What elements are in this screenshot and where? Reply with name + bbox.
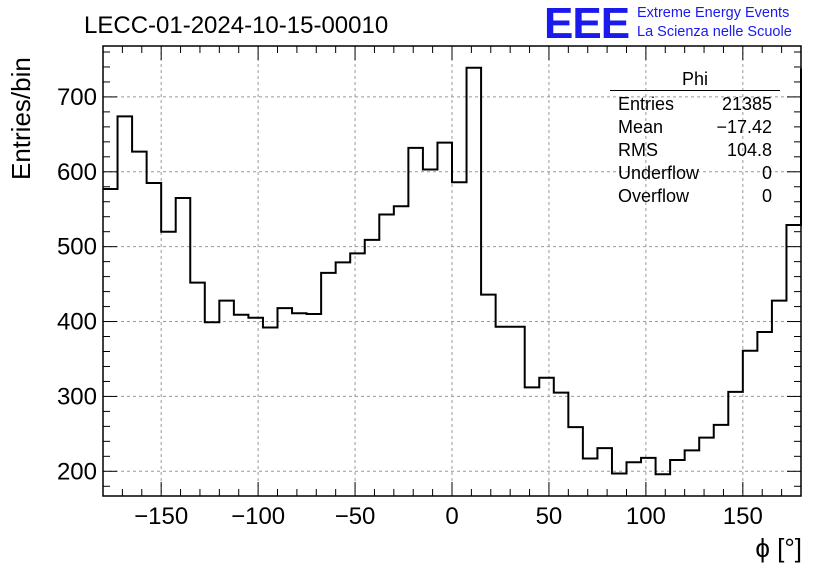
histogram-bin [539, 378, 554, 496]
histogram-bin [365, 240, 380, 496]
y-axis-label-wrap: Entries/bin [6, 57, 40, 190]
eee-logo: EEE [544, 0, 630, 48]
histogram-bin [467, 68, 482, 496]
y-tick-label: 700 [57, 84, 97, 111]
logo-line-2: La Scienza nelle Scuole [637, 24, 792, 40]
histogram-bin [757, 332, 772, 496]
histogram-bin [743, 351, 758, 496]
stats-label: Mean [618, 117, 664, 137]
stats-box: Phi Entries 21385 Mean −17.42 RMS 104.8 Und… [610, 68, 780, 208]
x-tick-label: 0 [445, 503, 458, 530]
x-axis-label: ϕ [°] [755, 533, 802, 563]
histogram-bin [568, 427, 583, 496]
histogram-bin [612, 474, 627, 496]
histogram-bin [685, 450, 700, 496]
y-tick-label: 300 [57, 383, 97, 410]
stats-row: RMS 104.8 [610, 139, 780, 162]
x-tick-label: 150 [723, 503, 763, 530]
histogram-bin [103, 189, 118, 496]
logo-line-1: Extreme Energy Events [637, 5, 790, 21]
stats-value: 104.8 [726, 140, 772, 160]
histogram-bin [699, 438, 714, 496]
stats-row: Underflow 0 [610, 162, 780, 185]
histogram-bin [437, 143, 452, 496]
histogram-bin [292, 313, 307, 496]
x-tick-label: 50 [536, 503, 563, 530]
histogram-bin [728, 392, 743, 496]
y-axis-label: Entries/bin [6, 57, 36, 180]
histogram-bin [278, 308, 293, 496]
x-tick-label: −50 [335, 503, 376, 530]
histogram-bin [627, 462, 642, 496]
stats-value: −17.42 [716, 117, 772, 137]
histogram-bin [248, 318, 263, 496]
chart-title: LECC-01-2024-10-15-00010 [84, 12, 389, 39]
stats-row: Overflow 0 [610, 185, 780, 208]
histogram-bin [496, 327, 511, 496]
histogram-bin [234, 315, 249, 496]
logo-caption: Extreme Energy Events La Scienza nelle S… [637, 4, 792, 42]
histogram-bin [597, 448, 612, 496]
y-tick-label: 400 [57, 309, 97, 336]
histogram-bin [176, 198, 191, 496]
stats-label: Entries [618, 94, 675, 114]
histogram-bin [205, 322, 220, 496]
histogram-bin [525, 387, 540, 496]
stats-value: 0 [761, 163, 772, 183]
histogram-bin [132, 152, 147, 496]
y-tick-label: 600 [57, 159, 97, 186]
histogram-bin [190, 283, 205, 496]
histogram-bin [714, 425, 729, 496]
histogram-bin [161, 232, 176, 496]
histogram-bin [452, 182, 467, 496]
y-tick-label: 500 [57, 234, 97, 261]
histogram-bin [336, 262, 351, 496]
stats-label: RMS [618, 140, 658, 160]
histogram-bin [394, 206, 409, 496]
stats-value: 21385 [721, 94, 772, 114]
histogram-bin [510, 327, 525, 496]
stats-title: Phi [610, 68, 780, 91]
stats-label: Underflow [618, 163, 700, 183]
histogram-bin [408, 148, 423, 496]
histogram-bin [118, 116, 133, 496]
histogram-bin [147, 183, 162, 496]
x-tick-label: −150 [134, 503, 188, 530]
histogram-bin [307, 314, 322, 496]
histogram-bin [786, 225, 801, 496]
histogram-bin [656, 474, 671, 496]
stats-row: Entries 21385 [610, 93, 780, 116]
x-tick-label: −100 [231, 503, 285, 530]
stats-row: Mean −17.42 [610, 116, 780, 139]
histogram-bin [219, 301, 234, 496]
histogram-bin [583, 459, 598, 496]
histogram-bin [263, 328, 278, 496]
histogram-bin [350, 253, 365, 496]
histogram-bin [423, 170, 438, 496]
histogram-bin [641, 458, 656, 496]
histogram-bin [481, 295, 496, 496]
stats-label: Overflow [618, 186, 690, 206]
histogram-bin [379, 214, 394, 496]
histogram-bin [670, 460, 685, 496]
histogram-bin [321, 273, 336, 496]
y-tick-label: 200 [57, 458, 97, 485]
histogram-bin [772, 301, 787, 496]
x-tick-label: 100 [626, 503, 666, 530]
histogram-line [103, 66, 802, 476]
stats-value: 0 [761, 186, 772, 206]
histogram-bin [554, 393, 569, 496]
